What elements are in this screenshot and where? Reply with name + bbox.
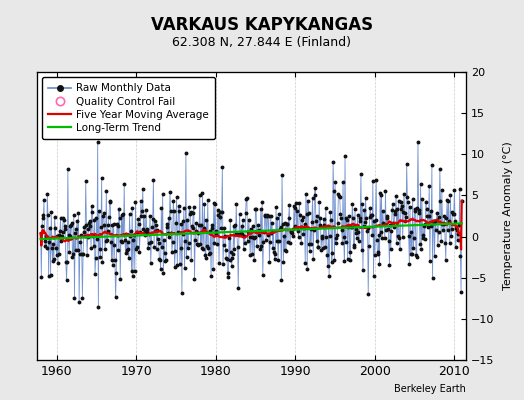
Y-axis label: Temperature Anomaly (°C): Temperature Anomaly (°C) (503, 142, 513, 290)
Text: Berkeley Earth: Berkeley Earth (395, 384, 466, 394)
Legend: Raw Monthly Data, Quality Control Fail, Five Year Moving Average, Long-Term Tren: Raw Monthly Data, Quality Control Fail, … (42, 77, 215, 139)
Text: 62.308 N, 27.844 E (Finland): 62.308 N, 27.844 E (Finland) (172, 36, 352, 49)
Text: VARKAUS KAPYKANGAS: VARKAUS KAPYKANGAS (151, 16, 373, 34)
